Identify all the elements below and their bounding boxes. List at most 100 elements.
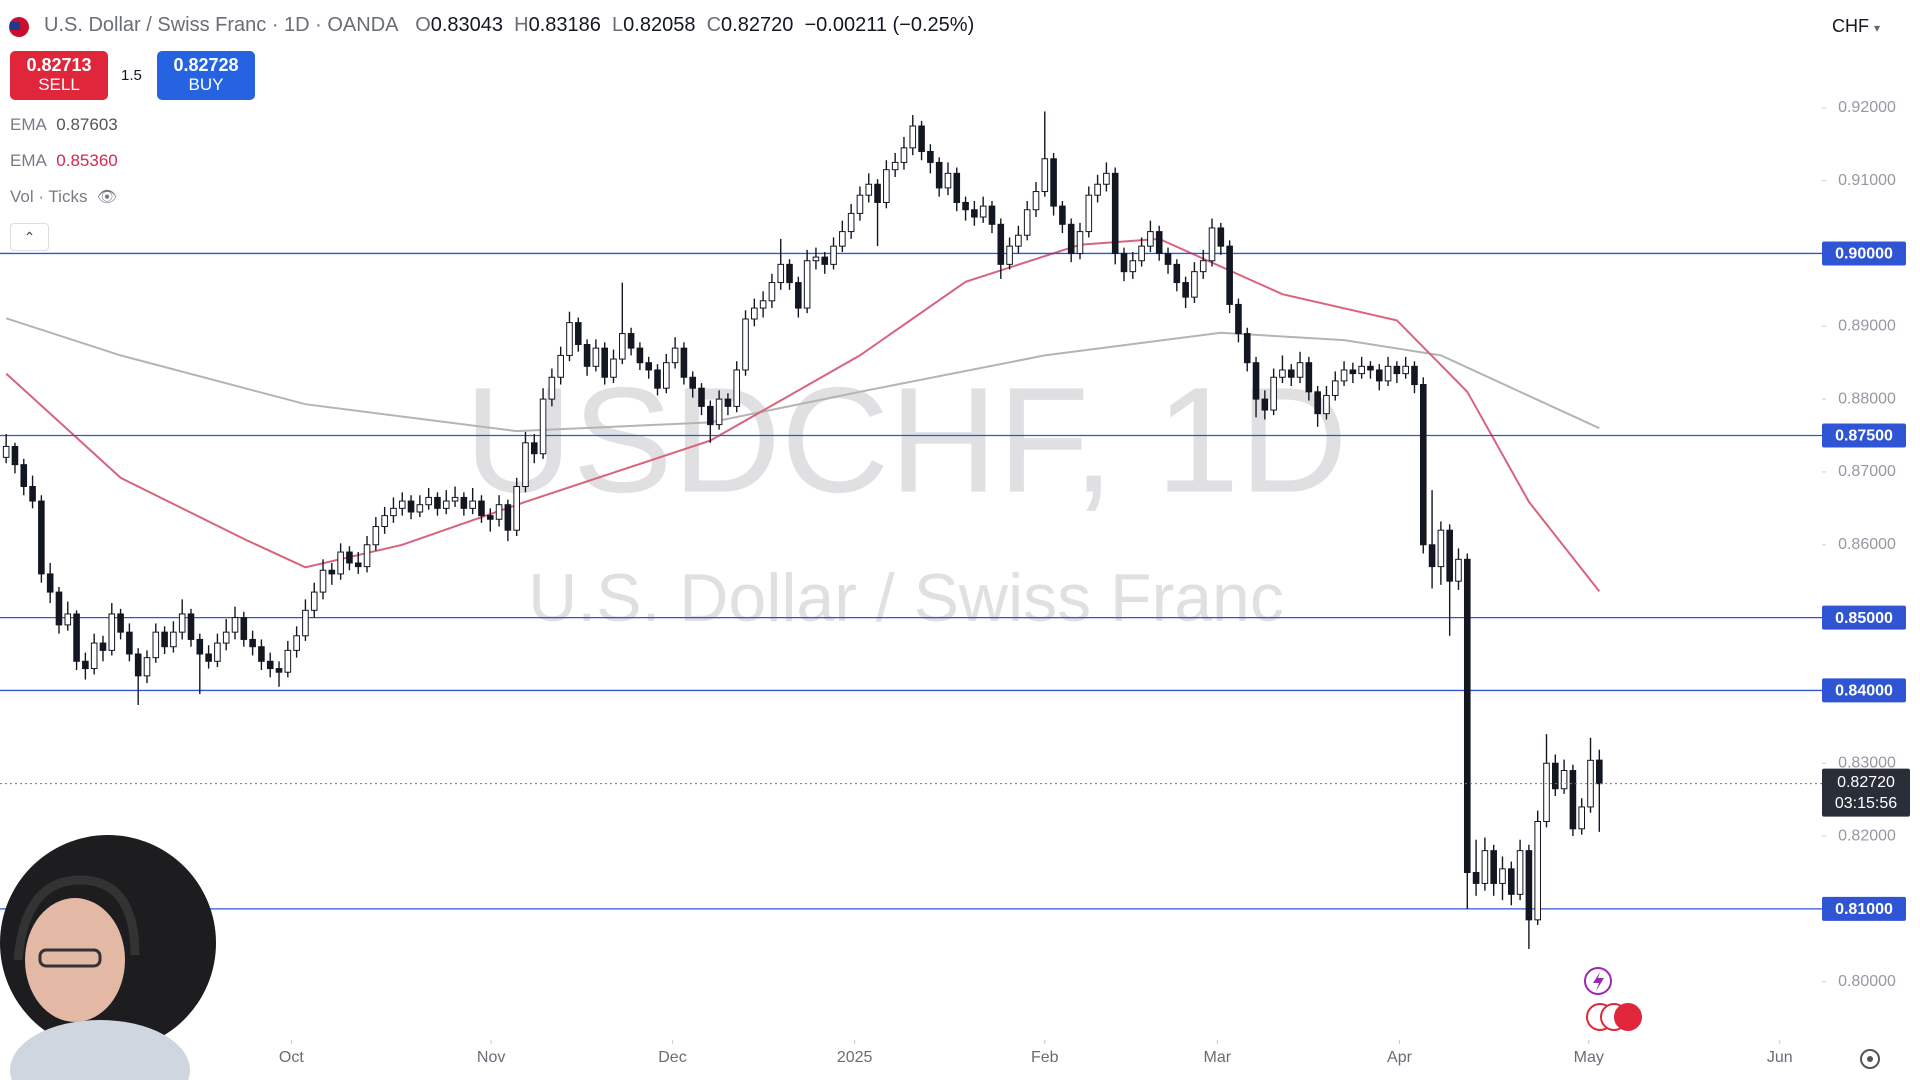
candle-body [1085, 194, 1093, 233]
candle-body [1147, 231, 1154, 247]
settings-icon-core [1867, 1056, 1873, 1062]
candle-body [1217, 227, 1225, 247]
candle-body [354, 562, 362, 568]
currency-select[interactable]: CHF ▾ [1832, 16, 1881, 36]
indicator-legend[interactable]: EMA 0.85360 [10, 151, 118, 171]
candle-body [64, 613, 72, 626]
candle-body [363, 544, 371, 568]
candle-body [1243, 333, 1251, 364]
price-label-box [1822, 768, 1910, 817]
indicator-name: EMA [10, 151, 47, 170]
price-label: 0.82720 [1837, 774, 1895, 791]
candle-body [442, 500, 450, 509]
candle-body [1067, 223, 1075, 254]
candle-body [909, 125, 917, 149]
candle-body [1525, 850, 1533, 921]
candle-body [988, 205, 996, 225]
price-change: −0.00211 (−0.25%) [804, 14, 975, 36]
candle-body [1050, 158, 1057, 207]
candle-body [839, 231, 846, 247]
symbol-header: U.S. Dollar / Swiss Franc · 1D · OANDA O… [9, 14, 975, 37]
candle-body [883, 169, 890, 203]
candle-body [1103, 172, 1110, 185]
candle-body [82, 660, 89, 670]
candle-body [1182, 282, 1189, 298]
candle-body [724, 398, 732, 407]
candle-body [73, 613, 80, 662]
candle-body [99, 642, 107, 651]
ohlc-value: 0.82720 [721, 14, 794, 36]
candle-body [1446, 529, 1453, 582]
candle-body [1411, 365, 1418, 386]
indicator-value: 0.87603 [56, 115, 118, 134]
candle-body [918, 125, 925, 152]
candle-body [214, 642, 221, 662]
currency: CHF [1832, 16, 1869, 36]
candle-body [1384, 365, 1392, 382]
candle-body [460, 496, 468, 509]
candle-body [1455, 558, 1462, 582]
candle-body [680, 347, 688, 378]
candle-body [284, 649, 292, 673]
candle-body [583, 343, 591, 367]
candle-body [618, 333, 626, 360]
candle-body [1543, 762, 1550, 823]
candle-body [55, 591, 63, 626]
candle-body [663, 362, 670, 389]
candle-body [636, 347, 644, 364]
candle-body [821, 256, 829, 265]
candle-body [486, 515, 494, 520]
candle-body [927, 150, 934, 163]
candle-body [1279, 369, 1286, 378]
level-label-box [1822, 896, 1906, 921]
candle-body [38, 500, 45, 575]
candle-body [1199, 260, 1207, 273]
candle-body [1138, 245, 1145, 262]
webcam-person-head [25, 898, 125, 1022]
candle-body [1208, 227, 1216, 262]
level-label: 0.84000 [1835, 683, 1893, 700]
candle-body [196, 638, 204, 655]
candle-body [1287, 369, 1295, 378]
candle-body [795, 282, 802, 309]
candle-body [372, 526, 380, 546]
candle-body [557, 354, 564, 378]
candle-body [645, 362, 653, 371]
candle-body [1499, 868, 1506, 884]
candle-body [1463, 558, 1471, 873]
candle-body [1419, 384, 1427, 546]
buy-button[interactable]: 0.82728 BUY [157, 51, 255, 100]
candle-body [610, 358, 617, 378]
candle-body [803, 260, 811, 309]
x-tick-label: Oct [279, 1049, 304, 1066]
price-countdown: 03:15:56 [1835, 795, 1897, 812]
candle-body [566, 322, 573, 356]
spread: 1.5 [121, 67, 142, 84]
x-tick-label: Jun [1767, 1049, 1793, 1066]
indicator-legend[interactable]: EMA 0.87603 [10, 115, 118, 135]
y-tick-label: 0.89000 [1838, 317, 1896, 334]
candle-body [1323, 394, 1330, 415]
x-tick-label: Dec [658, 1049, 686, 1066]
candle-body [654, 369, 661, 389]
candle-body [847, 212, 855, 233]
level-label: 0.90000 [1835, 246, 1893, 263]
collapse-button[interactable]: ⌃ [10, 223, 49, 251]
candle-body [1481, 850, 1489, 884]
sell-button[interactable]: 0.82713 SELL [10, 51, 108, 100]
candle-body [328, 569, 336, 575]
candle-body [1164, 252, 1172, 265]
candle-body [337, 551, 344, 575]
candle-body [1120, 252, 1128, 273]
candle-body [1569, 770, 1577, 830]
volume-legend[interactable]: Vol · Ticks 👁 [10, 187, 117, 207]
hidden-icon[interactable]: 👁 [96, 189, 118, 206]
candle-body [310, 591, 318, 611]
candle-body [1393, 365, 1401, 375]
sell-label: SELL [38, 75, 80, 94]
candle-body [258, 646, 265, 662]
webcam-person-body [10, 1020, 190, 1080]
x-tick-label: 2025 [837, 1049, 873, 1066]
candle-body [1191, 271, 1198, 298]
candle-body [152, 631, 160, 659]
